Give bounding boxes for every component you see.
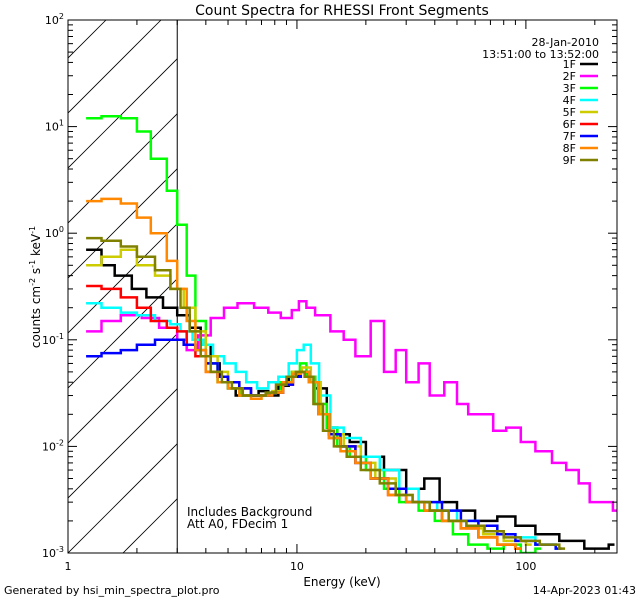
y-axis-label-base: counts cm — [29, 286, 43, 348]
x-axis-label: Energy (keV) — [303, 575, 380, 589]
y-tick-label: 10-2 — [42, 438, 64, 453]
date-label: 28-Jan-2010 — [532, 36, 600, 49]
series-2f-line — [86, 299, 617, 512]
legend-label-6f: 6F — [563, 118, 576, 131]
x-tick-label: 1 — [65, 560, 72, 573]
y-tick-label: 101 — [45, 119, 64, 134]
hatch-line — [68, 168, 178, 279]
series-7f-line — [86, 338, 562, 550]
hatch-line — [288, 13, 640, 553]
hatch-line — [68, 443, 178, 553]
legend-label-9f: 9F — [563, 154, 576, 167]
legend-label-2f: 2F — [563, 70, 576, 83]
series-3f-line — [86, 115, 542, 553]
annotation-attenuator: Att A0, FDecim 1 — [187, 517, 288, 531]
hatch-line — [68, 20, 107, 59]
series-9f-line — [86, 236, 566, 550]
chart-title: Count Spectra for RHESSI Front Segments — [195, 3, 489, 19]
hatch-line — [68, 58, 178, 169]
hatch-line — [398, 13, 640, 553]
y-axis-label-exp-1: -2 — [28, 278, 37, 286]
y-axis-label-s: s — [29, 268, 43, 278]
legend-label-7f: 7F — [563, 130, 576, 143]
series-1f-line — [86, 248, 615, 550]
hatch-line — [68, 223, 178, 334]
x-tick-label: 100 — [515, 560, 536, 573]
hatch-line — [68, 333, 178, 444]
time-range-label: 13:51:00 to 13:52:00 — [482, 48, 599, 61]
hatch-line — [0, 13, 3, 553]
legend-label-1f: 1F — [563, 58, 576, 71]
y-tick-label: 102 — [45, 12, 64, 27]
y-tick-label: 100 — [45, 225, 64, 240]
x-tick-label: 10 — [290, 560, 304, 573]
hatch-line — [68, 113, 178, 224]
legend-label-3f: 3F — [563, 82, 576, 95]
legend-label-4f: 4F — [563, 94, 576, 107]
hatch-line — [618, 13, 640, 553]
hatch-line — [343, 13, 640, 553]
hatch-line — [68, 278, 178, 389]
plot-frame — [67, 19, 618, 554]
generation-timestamp: 14-Apr-2023 01:43 — [533, 584, 636, 597]
hatch-line — [68, 388, 178, 499]
y-tick-label: 10-1 — [42, 332, 64, 347]
legend-label-5f: 5F — [563, 106, 576, 119]
series-5f-line — [86, 248, 532, 546]
annotation-background: Includes Background — [187, 505, 312, 519]
hatch-line — [453, 13, 640, 553]
series-8f-line — [86, 197, 522, 550]
y-tick-label: 10-3 — [42, 545, 64, 560]
legend-label-8f: 8F — [563, 142, 576, 155]
y-axis-label-exp-3: -1 — [28, 226, 37, 234]
hatched-region — [0, 13, 640, 553]
hatch-line — [68, 20, 162, 114]
y-axis-label-kev: keV — [29, 233, 43, 260]
y-axis-label: counts cm-2 s-1 keV-1 — [28, 226, 43, 348]
generated-by-label: Generated by hsi_min_spectra_plot.pro — [4, 584, 220, 597]
series-4f-line — [86, 302, 562, 550]
y-axis-label-exp-2: -1 — [28, 260, 37, 268]
